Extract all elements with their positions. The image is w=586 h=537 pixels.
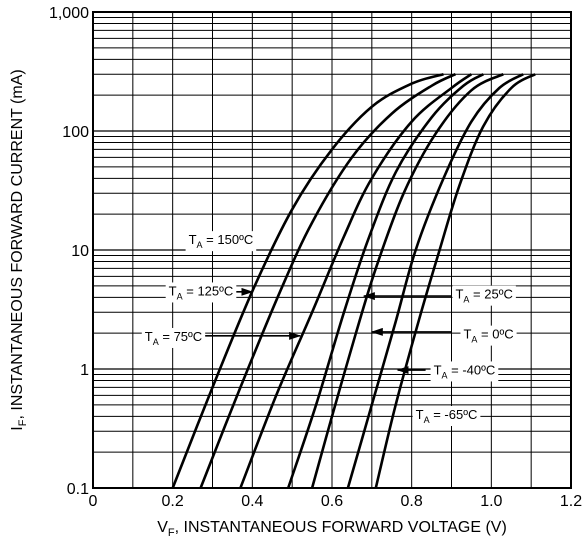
x-tick-label: 1.2	[560, 493, 582, 510]
annotation-label: TA = 75ºC	[145, 329, 202, 347]
y-tick-label: 10	[71, 243, 89, 260]
x-tick-label: 0.4	[241, 493, 263, 510]
annotations: TA = 150ºC TA = 125ºC TA = 75ºC TA = 25ºC TA…	[141, 231, 517, 427]
x-axis-title-main: V	[157, 519, 168, 536]
annotation-background	[141, 327, 206, 348]
curve--65ºC	[374, 73, 536, 489]
curve-0ºC	[310, 73, 504, 489]
x-axis-title: VF, INSTANTANEOUS FORWARD VOLTAGE (V)	[157, 519, 507, 537]
annotation-label: TA = 125ºC	[169, 283, 234, 301]
curve-25ºC	[286, 73, 485, 489]
annotation-label: TA = 0ºC	[463, 327, 513, 345]
x-axis-title-sub: F	[168, 527, 175, 537]
x-axis-title-rest: , INSTANTANEOUS FORWARD VOLTAGE (V)	[175, 519, 507, 536]
y-tick-label: 1	[80, 362, 89, 379]
y-tick-label: 0.1	[67, 481, 89, 498]
x-tick-label: 0.8	[401, 493, 423, 510]
y-tick-label: 1,000	[49, 5, 89, 22]
y-tick-label: 100	[62, 124, 89, 141]
curve-150ºC	[171, 72, 444, 489]
y-axis-title-sub: F	[17, 419, 29, 426]
annotation-label: TA = -40ºC	[434, 362, 496, 380]
annotation-background	[165, 282, 237, 303]
annotation-background	[452, 285, 516, 306]
y-axis-title-rest: , INSTANTANEOUS FORWARD CURRENT (mA)	[9, 69, 26, 419]
curves	[171, 72, 536, 489]
annotation-background	[185, 231, 257, 252]
y-axis-title: IF, INSTANTANEOUS FORWARD CURRENT (mA)	[9, 69, 29, 430]
y-axis-title-main: I	[9, 426, 26, 430]
annotation-background	[430, 361, 499, 382]
annotation-background	[460, 325, 517, 346]
tick-labels: 0 0.2 0.4 0.6 0.8 1.0 1.2 0.1 1 10 100 1,000	[49, 5, 582, 510]
plot-frame	[92, 11, 572, 489]
annotation-label: TA = 25ºC	[455, 287, 512, 305]
annotation-label: TA = -65ºC	[416, 407, 478, 425]
x-tick-label: 0.6	[321, 493, 343, 510]
x-tick-label: 1.0	[480, 493, 502, 510]
x-tick-label: 0	[89, 493, 98, 510]
curve-75ºC	[239, 73, 473, 489]
annotation-label: TA = 150ºC	[189, 232, 254, 250]
curve-125ºC	[199, 73, 457, 489]
curve--40ºC	[346, 73, 524, 489]
annotation-background	[412, 406, 481, 427]
x-tick-label: 0.2	[162, 493, 184, 510]
